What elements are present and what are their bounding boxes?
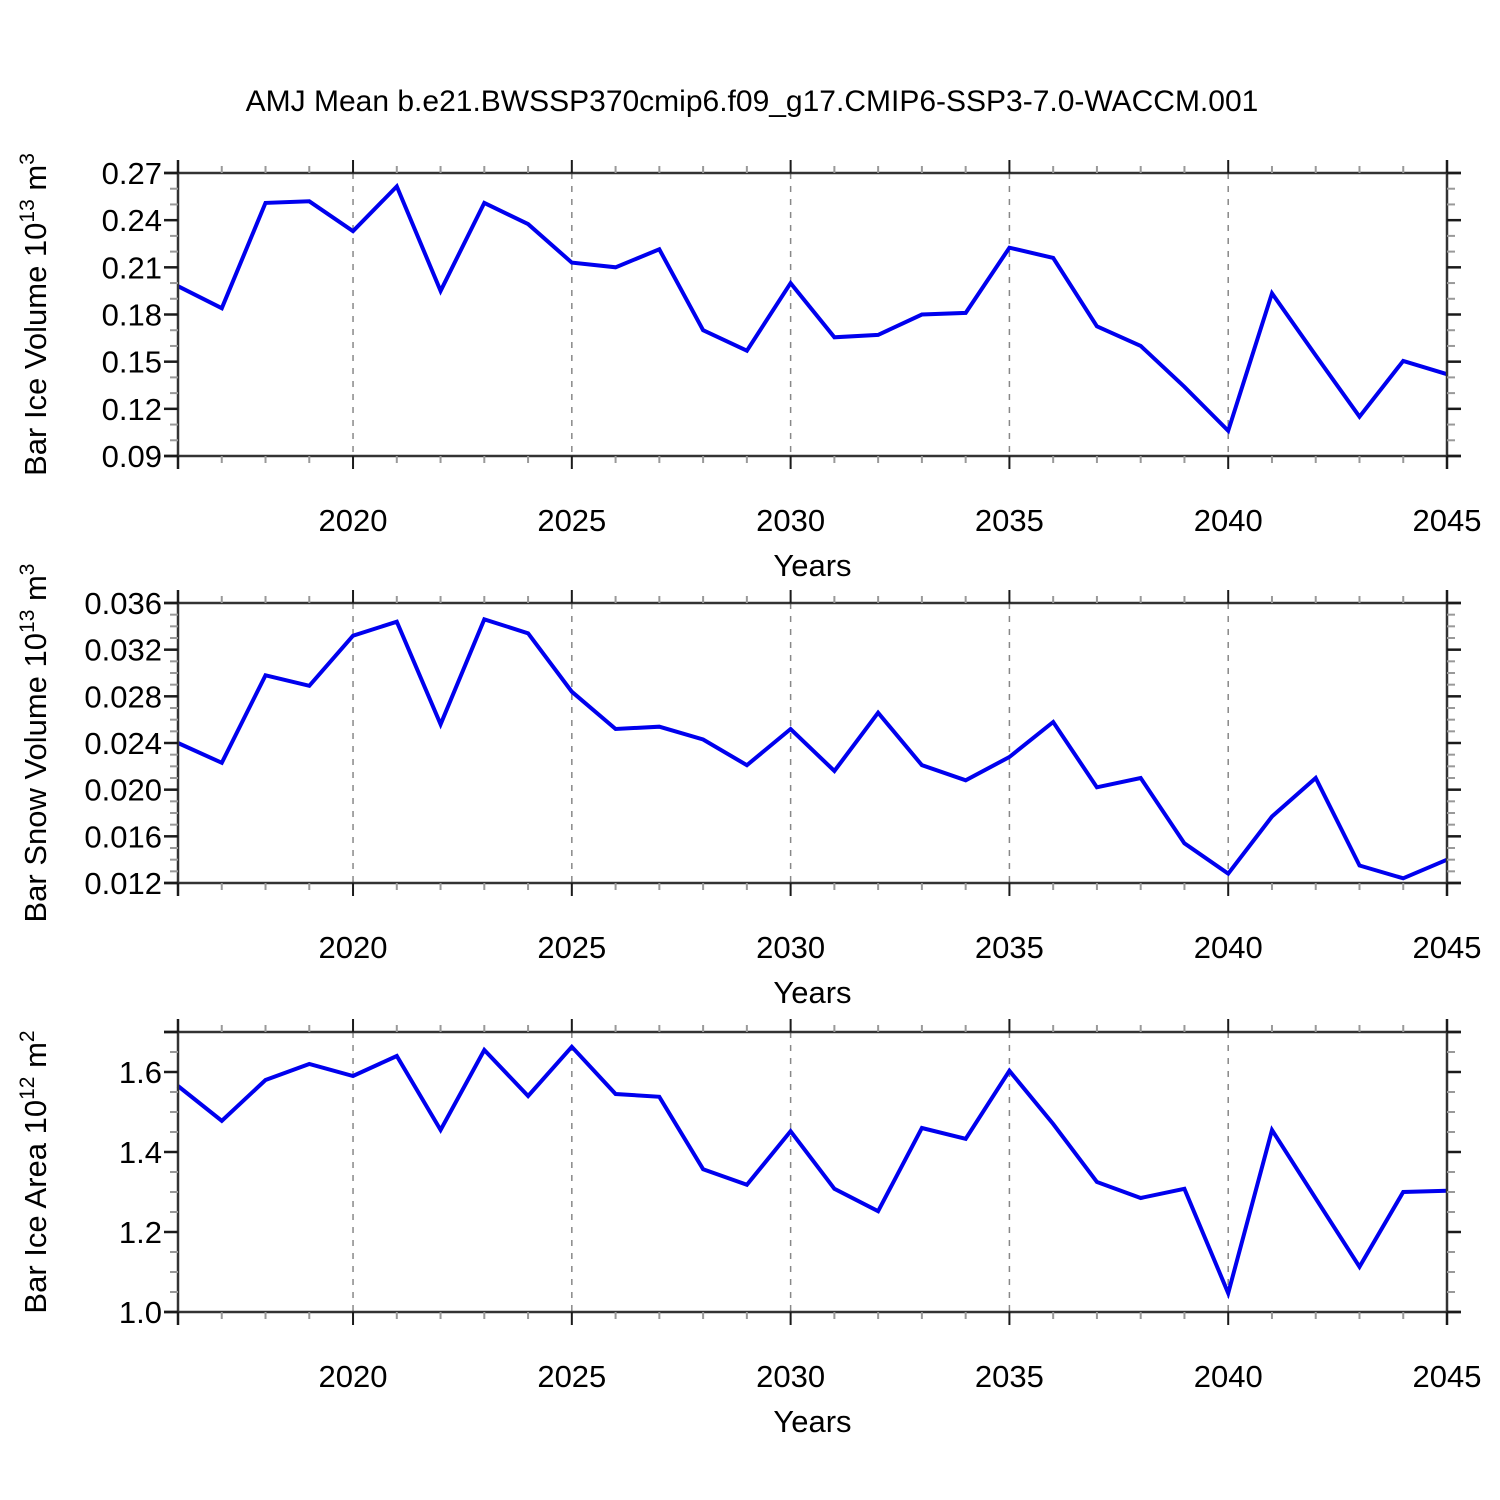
bar-snow-volume-xtick-label: 2025	[537, 930, 606, 965]
bar-ice-volume-ylabel: Bar Ice Volume 1013 m3	[16, 153, 53, 476]
figure-title: AMJ Mean b.e21.BWSSP370cmip6.f09_g17.CMI…	[245, 85, 1259, 118]
bar-ice-area-xtick-label: 2020	[319, 1359, 388, 1394]
bar-snow-volume-series-line	[177, 616, 1448, 881]
bar-snow-volume-xtick-label: 2040	[1194, 930, 1263, 965]
bar-ice-volume-ytick-label: 0.21	[102, 250, 162, 285]
bar-ice-area-xtick-label: 2040	[1194, 1359, 1263, 1394]
bar-snow-volume-ytick-label: 0.016	[84, 819, 162, 854]
panel-bar-ice-area: 1.0 1.2 1.4 1.6 2020 2025 2030 2035 2040 2045 Year…	[16, 1019, 1481, 1439]
bar-snow-volume-ytick-label: 0.032	[84, 633, 162, 668]
bar-ice-volume-series-line	[177, 182, 1448, 435]
bar-ice-area-ytick-label: 1.0	[119, 1295, 162, 1330]
bar-ice-area-xtick-label: 2025	[537, 1359, 606, 1394]
bar-snow-volume-ytick-label: 0.028	[84, 679, 162, 714]
bar-ice-volume-ytick-label: 0.18	[102, 298, 162, 333]
bar-ice-volume-xlabel: Years	[773, 548, 851, 583]
panel-bar-snow-volume: 0.012 0.016 0.020 0.024 0.028 0.032 0.036 2020 2…	[16, 564, 1481, 1011]
bar-ice-area-ytick-label: 1.6	[119, 1055, 162, 1090]
bar-snow-volume-xtick-label: 2045	[1413, 930, 1482, 965]
bar-ice-volume-ytick-label: 0.27	[102, 156, 162, 191]
bar-snow-volume-ytick-label: 0.024	[84, 726, 162, 761]
bar-ice-volume-ytick-label: 0.12	[102, 392, 162, 427]
bar-ice-area-series-line	[176, 1043, 1448, 1300]
bar-snow-volume-ytick-label: 0.036	[84, 586, 162, 621]
bar-ice-volume-xtick-label: 2040	[1194, 503, 1263, 538]
bar-ice-volume-xtick-label: 2030	[756, 503, 825, 538]
bar-ice-area-ytick-label: 1.2	[119, 1215, 162, 1250]
bar-ice-area-ytick-label: 1.4	[119, 1135, 162, 1170]
bar-snow-volume-xtick-label: 2035	[975, 930, 1044, 965]
bar-snow-volume-ylabel: Bar Snow Volume 1013 m3	[16, 564, 53, 923]
bar-ice-volume-xtick-label: 2045	[1413, 503, 1482, 538]
bar-ice-area-xtick-label: 2030	[756, 1359, 825, 1394]
bar-ice-volume-ytick-label: 0.09	[102, 439, 162, 474]
bar-snow-volume-xtick-label: 2030	[756, 930, 825, 965]
bar-snow-volume-xtick-label: 2020	[319, 930, 388, 965]
bar-ice-volume-ytick-label: 0.24	[102, 203, 162, 238]
bar-ice-area-xtick-label: 2035	[975, 1359, 1044, 1394]
bar-snow-volume-ytick-label: 0.020	[84, 773, 162, 808]
bar-ice-area-xtick-label: 2045	[1413, 1359, 1482, 1394]
bar-ice-volume-xtick-label: 2025	[537, 503, 606, 538]
bar-ice-volume-xtick-label: 2020	[319, 503, 388, 538]
bar-snow-volume-ytick-label: 0.012	[84, 866, 162, 901]
bar-ice-volume-xtick-label: 2035	[975, 503, 1044, 538]
bar-ice-area-xlabel: Years	[773, 1404, 851, 1439]
bar-ice-area-ylabel: Bar Ice Area 1012 m2	[16, 1030, 53, 1313]
panel-bar-ice-volume: 0.09 0.12 0.15 0.18 0.21 0.24 0.27 2020 2025 2030…	[16, 153, 1481, 583]
bar-ice-volume-ytick-label: 0.15	[102, 345, 162, 380]
bar-snow-volume-xlabel: Years	[773, 975, 851, 1010]
